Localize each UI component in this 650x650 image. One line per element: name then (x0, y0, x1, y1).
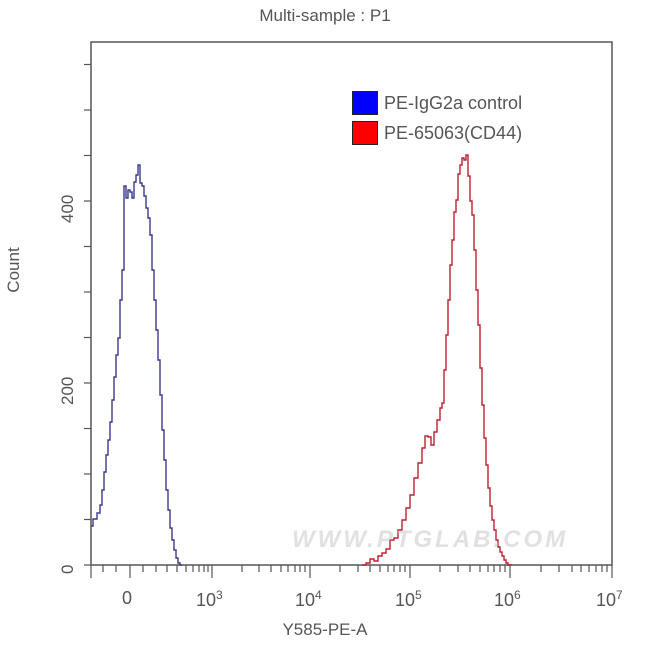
legend: PE-IgG2a control PE-65063(CD44) (352, 88, 522, 148)
legend-item-igg2a-control: PE-IgG2a control (352, 88, 522, 118)
y-axis-ticks (84, 63, 91, 566)
legend-item-cd44: PE-65063(CD44) (352, 118, 522, 148)
x-tick-label-1e4: 104 (295, 588, 322, 611)
y-axis-label: Count (4, 247, 23, 293)
legend-swatch-red (352, 121, 378, 145)
x-tick-exponent: 3 (216, 588, 223, 602)
watermark: WWW.PTGLAB.COM (292, 526, 569, 553)
y-tick-label-200: 200 (58, 376, 77, 405)
x-tick-base: 10 (494, 590, 515, 610)
chart-title: Multi-sample : P1 (259, 6, 391, 25)
x-axis-ticks (90, 565, 613, 578)
x-tick-base: 10 (596, 590, 617, 610)
x-tick-exponent: 7 (616, 588, 623, 602)
legend-swatch-blue (352, 91, 378, 115)
x-tick-base: 0 (122, 588, 133, 608)
legend-label: PE-IgG2a control (384, 92, 523, 113)
series-cd44-curve (362, 154, 512, 566)
x-tick-exponent: 6 (514, 588, 521, 602)
x-tick-label-1e7: 107 (596, 588, 623, 611)
x-tick-label-1e6: 106 (494, 588, 521, 611)
x-tick-label-1e3: 103 (196, 588, 223, 611)
x-axis-label: Y585-PE-A (282, 620, 368, 639)
x-tick-base: 10 (295, 590, 316, 610)
y-tick-label-0: 0 (58, 564, 77, 574)
x-tick-base: 10 (196, 590, 217, 610)
x-tick-base: 10 (395, 590, 416, 610)
legend-label: PE-65063(CD44) (384, 122, 523, 143)
x-tick-exponent: 5 (415, 588, 422, 602)
x-tick-label-1e5: 105 (395, 588, 422, 611)
series-igg2a-control-curve (91, 164, 182, 566)
y-tick-label-400: 400 (58, 194, 77, 223)
plot-frame (90, 41, 613, 566)
x-tick-label-0: 0 (122, 588, 132, 609)
x-tick-exponent: 4 (315, 588, 322, 602)
